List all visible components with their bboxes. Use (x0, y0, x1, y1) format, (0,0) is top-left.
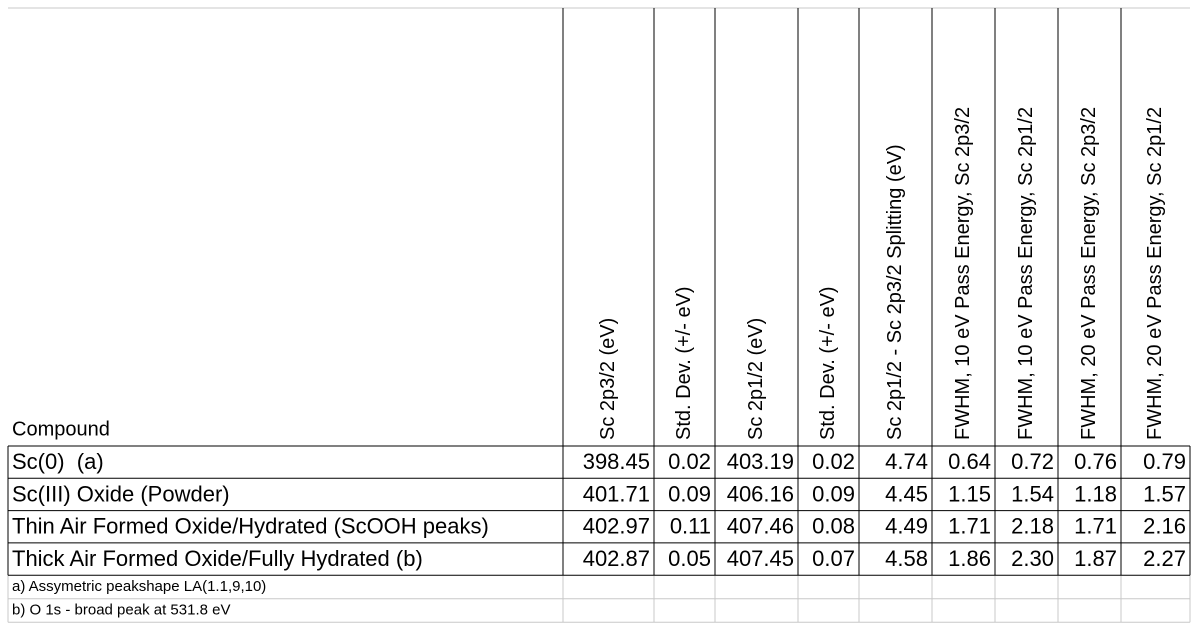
value-cell: 1.87 (1074, 546, 1117, 571)
compound-cell: Sc(III) Oxide (Powder) (12, 481, 230, 506)
value-cell: 407.45 (727, 546, 794, 571)
value-cell: 0.02 (668, 449, 711, 474)
value-cell: 1.15 (948, 481, 991, 506)
header-cell: FWHM, 20 eV Pass Energy, Sc 2p1/2 (1144, 107, 1166, 440)
value-cell: 0.76 (1074, 449, 1117, 474)
header-cell: Compound (12, 418, 110, 440)
value-cell: 403.19 (727, 449, 794, 474)
value-cell: 0.08 (812, 514, 855, 539)
value-cell: 406.16 (727, 481, 794, 506)
header-cell: Std. Dev. (+/- eV) (817, 286, 839, 440)
value-cell: 407.46 (727, 514, 794, 539)
value-cell: 0.64 (948, 449, 991, 474)
value-cell: 4.58 (885, 546, 928, 571)
value-cell: 0.09 (668, 481, 711, 506)
header-cell: Sc 2p1/2 - Sc 2p3/2 Splitting (eV) (884, 144, 906, 440)
header-cell: FWHM, 10 eV Pass Energy, Sc 2p1/2 (1015, 107, 1037, 440)
value-cell: 1.86 (948, 546, 991, 571)
value-cell: 1.71 (1074, 514, 1117, 539)
value-cell: 4.45 (885, 481, 928, 506)
value-cell: 0.05 (668, 546, 711, 571)
header-cell: Std. Dev. (+/- eV) (673, 286, 695, 440)
value-cell: 4.49 (885, 514, 928, 539)
value-cell: 0.09 (812, 481, 855, 506)
value-cell: 398.45 (583, 449, 650, 474)
value-cell: 1.71 (948, 514, 991, 539)
value-cell: 1.54 (1011, 481, 1054, 506)
value-cell: 1.57 (1143, 481, 1186, 506)
value-cell: 4.74 (885, 449, 928, 474)
value-cell: 402.87 (583, 546, 650, 571)
value-cell: 401.71 (583, 481, 650, 506)
header-cell: Sc 2p1/2 (eV) (745, 318, 767, 440)
value-cell: 1.18 (1074, 481, 1117, 506)
value-cell: 0.79 (1143, 449, 1186, 474)
value-cell: 2.16 (1143, 514, 1186, 539)
value-cell: 2.30 (1011, 546, 1054, 571)
compound-cell: Thin Air Formed Oxide/Hydrated (ScOOH pe… (12, 514, 489, 539)
value-cell: 402.97 (583, 514, 650, 539)
value-cell: 0.11 (670, 514, 711, 539)
header-cell: Sc 2p3/2 (eV) (597, 318, 619, 440)
header-cell: FWHM, 20 eV Pass Energy, Sc 2p3/2 (1078, 107, 1100, 440)
value-cell: 2.18 (1011, 514, 1054, 539)
compound-cell: Sc(0) (a) (12, 449, 104, 474)
header-cell: FWHM, 10 eV Pass Energy, Sc 2p3/2 (952, 107, 974, 440)
footnote: a) Assymetric peakshape LA(1.1,9,10) (12, 578, 266, 595)
value-cell: 0.07 (812, 546, 855, 571)
value-cell: 0.02 (812, 449, 855, 474)
value-cell: 2.27 (1143, 546, 1186, 571)
compound-cell: Thick Air Formed Oxide/Fully Hydrated (b… (12, 546, 423, 571)
value-cell: 0.72 (1011, 449, 1054, 474)
footnote: b) O 1s - broad peak at 531.8 eV (12, 601, 230, 618)
